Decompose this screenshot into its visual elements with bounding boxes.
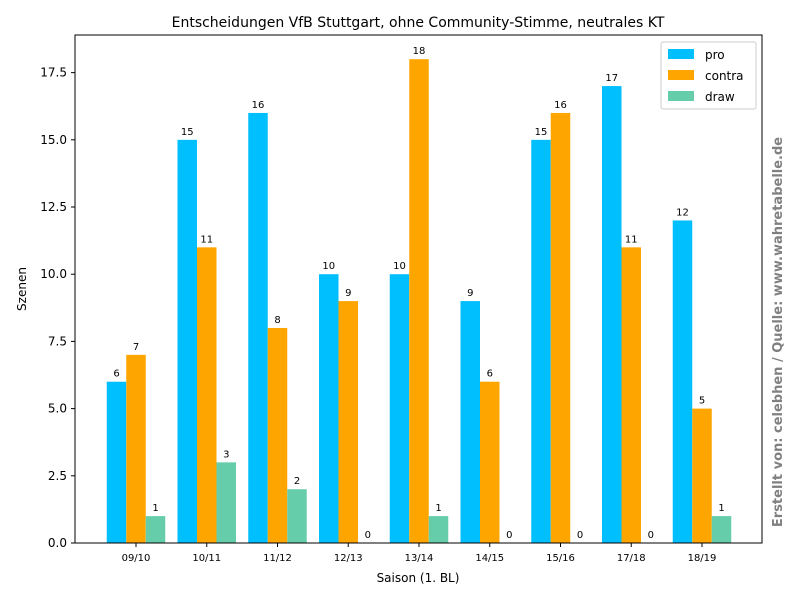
y-tick-label: 2.5 <box>48 469 67 483</box>
bar-pro-13-14 <box>389 274 410 543</box>
bar-contra-13-14 <box>409 59 429 543</box>
x-tick-label: 15/16 <box>546 553 575 564</box>
data-label-draw-11-12: 2 <box>294 476 300 487</box>
data-label-draw-17-18: 0 <box>648 530 654 541</box>
data-label-draw-12-13: 0 <box>365 530 371 541</box>
bar-draw-11-12 <box>287 489 307 543</box>
watermark-text: Erstellt von: celebhen / Quelle: www.wah… <box>771 137 786 527</box>
x-tick-label: 13/14 <box>405 553 434 564</box>
bar-draw-09-10 <box>145 516 166 543</box>
bar-pro-17-18 <box>602 86 622 543</box>
data-label-draw-14-15: 0 <box>506 530 512 541</box>
data-label-pro-13-14: 10 <box>393 261 406 272</box>
legend-label-pro: pro <box>705 48 725 62</box>
y-tick-label: 17.5 <box>40 66 67 80</box>
data-label-pro-10-11: 15 <box>181 127 194 138</box>
data-label-draw-18-19: 1 <box>718 503 724 514</box>
data-label-draw-10-11: 3 <box>223 449 229 460</box>
data-label-pro-14-15: 9 <box>467 288 473 299</box>
data-label-pro-09-10: 6 <box>113 369 119 380</box>
bar-contra-17-18 <box>621 247 641 543</box>
x-tick-label: 17/18 <box>617 553 646 564</box>
data-label-draw-13-14: 1 <box>435 503 441 514</box>
y-tick-label: 7.5 <box>48 334 67 348</box>
bar-contra-09-10 <box>126 354 146 543</box>
x-axis: 09/10 10/11 11/12 12/13 13/14 14/15 15/16 17/18… <box>122 543 717 564</box>
bar-contra-18-19 <box>692 408 712 543</box>
bar-draw-13-14 <box>428 516 449 543</box>
legend-label-draw: draw <box>705 90 735 104</box>
x-tick-label: 12/13 <box>334 553 363 564</box>
data-label-draw-15-16: 0 <box>577 530 583 541</box>
data-label-contra-09-10: 7 <box>133 342 139 353</box>
y-tick-label: 10.0 <box>40 267 67 281</box>
data-labels-layer: 6 7 1 15 11 3 16 8 2 10 9 0 10 18 1 9 6 0 15 16 0 17 11 0 12 5 1 <box>113 46 724 541</box>
bar-pro-14-15 <box>460 301 480 543</box>
legend-swatch-contra <box>668 70 694 80</box>
bar-contra-14-15 <box>480 381 500 543</box>
x-tick-label: 09/10 <box>122 553 151 564</box>
y-axis: 0.0 2.5 5.0 7.5 10.0 12.5 15.0 17.5 <box>40 66 75 550</box>
bar-contra-10-11 <box>197 247 217 543</box>
legend-label-contra: contra <box>705 69 744 83</box>
data-label-contra-13-14: 18 <box>413 46 426 57</box>
data-label-contra-10-11: 11 <box>200 234 213 245</box>
bar-draw-10-11 <box>216 462 236 543</box>
y-tick-label: 15.0 <box>40 133 67 147</box>
y-tick-label: 12.5 <box>40 200 67 214</box>
data-label-contra-17-18: 11 <box>625 234 638 245</box>
bar-contra-11-12 <box>267 327 288 543</box>
y-tick-label: 5.0 <box>48 402 67 416</box>
bar-contra-12-13 <box>338 301 358 543</box>
bar-pro-18-19 <box>672 220 693 543</box>
data-label-pro-17-18: 17 <box>605 73 618 84</box>
x-tick-label: 14/15 <box>475 553 504 564</box>
bar-contra-15-16 <box>550 112 571 543</box>
y-tick-label: 0.0 <box>48 536 67 550</box>
legend: pro contra draw <box>660 41 757 110</box>
data-label-draw-09-10: 1 <box>152 503 158 514</box>
data-label-pro-12-13: 10 <box>322 261 335 272</box>
data-label-contra-11-12: 8 <box>274 315 280 326</box>
bar-pro-11-12 <box>248 112 268 543</box>
data-label-contra-12-13: 9 <box>345 288 351 299</box>
data-label-contra-14-15: 6 <box>487 369 493 380</box>
data-label-pro-15-16: 15 <box>535 127 548 138</box>
x-axis-title: Saison (1. BL) <box>377 571 460 585</box>
x-tick-label: 10/11 <box>192 553 221 564</box>
bar-pro-15-16 <box>531 139 551 543</box>
data-label-contra-18-19: 5 <box>699 396 705 407</box>
bars-layer <box>106 59 732 543</box>
x-tick-label: 18/19 <box>688 553 717 564</box>
bar-pro-09-10 <box>106 381 127 543</box>
legend-swatch-pro <box>668 49 694 59</box>
bar-pro-10-11 <box>177 139 197 543</box>
data-label-contra-15-16: 16 <box>554 100 567 111</box>
chart-title: Entscheidungen VfB Stuttgart, ohne Commu… <box>172 15 665 31</box>
data-label-pro-18-19: 12 <box>676 207 689 218</box>
x-tick-label: 11/12 <box>263 553 292 564</box>
bar-draw-18-19 <box>711 516 732 543</box>
y-axis-title: Szenen <box>15 267 29 311</box>
bar-pro-12-13 <box>319 274 339 543</box>
legend-swatch-draw <box>668 91 694 101</box>
data-label-pro-11-12: 16 <box>252 100 265 111</box>
